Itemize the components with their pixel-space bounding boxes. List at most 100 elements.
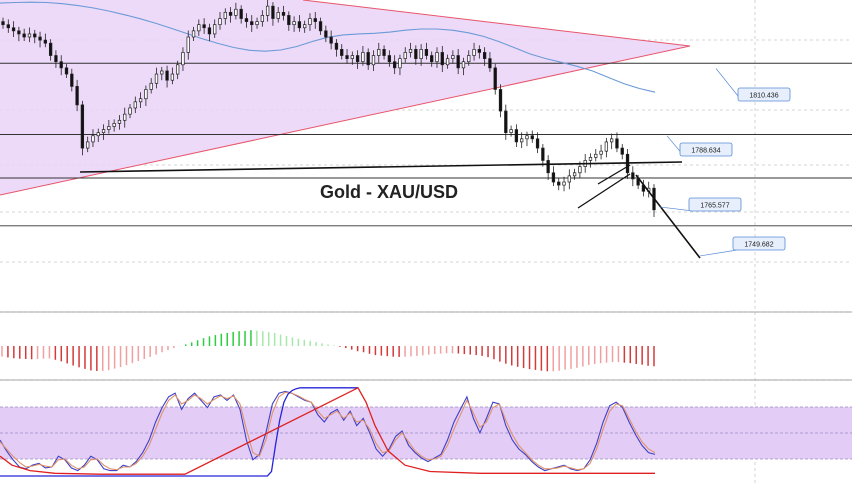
- candle-body: [313, 18, 317, 22]
- candle-body: [27, 33, 32, 38]
- candle-body: [350, 55, 354, 59]
- candle-body: [160, 70, 164, 75]
- candle-body: [6, 24, 10, 29]
- candle-body: [435, 52, 439, 63]
- candle-body: [398, 58, 402, 69]
- candle: [308, 13, 312, 31]
- candle-body: [504, 110, 508, 134]
- candle: [255, 17, 259, 29]
- candle: [588, 153, 593, 168]
- candle: [477, 45, 481, 59]
- candle-body: [551, 172, 556, 183]
- candle: [572, 168, 577, 180]
- candle-body: [281, 11, 286, 16]
- candle-body: [255, 21, 259, 26]
- candle-body: [123, 113, 127, 121]
- candle: [64, 63, 69, 79]
- candle: [292, 16, 296, 32]
- candle: [86, 136, 90, 153]
- candle-body: [239, 8, 243, 19]
- candle-body: [170, 73, 175, 81]
- candle: [112, 119, 116, 132]
- candle: [530, 130, 534, 143]
- candle: [313, 12, 317, 29]
- candle-body: [48, 42, 53, 56]
- candle: [535, 132, 540, 154]
- level-value-text: 1765.577: [700, 203, 729, 210]
- candle-body: [271, 5, 275, 19]
- candle: [223, 8, 227, 25]
- candle-body: [594, 153, 598, 158]
- candle-body: [117, 119, 122, 124]
- candle-body: [482, 52, 487, 59]
- candle: [430, 51, 434, 67]
- candle: [324, 25, 328, 43]
- candle: [75, 79, 79, 112]
- candle: [123, 107, 127, 128]
- candle-body: [445, 58, 450, 66]
- candle-body: [149, 82, 153, 90]
- price-level-label: 1749.682: [699, 236, 786, 257]
- candle: [451, 50, 455, 64]
- candle-body: [86, 141, 90, 149]
- candle: [287, 11, 291, 31]
- candle-body: [541, 147, 545, 161]
- label-box: [679, 142, 733, 157]
- candle-body: [218, 18, 222, 26]
- candle-body: [461, 61, 466, 69]
- candle-body: [355, 55, 360, 63]
- candle: [1, 17, 5, 29]
- candle-body: [340, 49, 344, 56]
- candle: [154, 67, 159, 89]
- candle-body: [43, 39, 47, 44]
- candle: [514, 124, 519, 148]
- level-value-text: 1749.682: [744, 242, 773, 249]
- candle-body: [144, 89, 148, 100]
- candle-body: [562, 181, 566, 186]
- candle-body: [403, 52, 407, 59]
- candle-body: [440, 52, 444, 66]
- candle: [393, 55, 397, 75]
- candle: [265, 0, 270, 22]
- candle: [202, 18, 206, 34]
- candle: [435, 47, 439, 68]
- rising-wedge-upper: [597, 164, 631, 185]
- candle: [133, 96, 137, 114]
- candle-body: [303, 24, 307, 29]
- candle-body: [345, 55, 349, 59]
- candle: [361, 45, 365, 66]
- candle-body: [70, 73, 74, 87]
- candle: [186, 30, 190, 60]
- candle: [599, 144, 603, 160]
- candle: [387, 50, 392, 67]
- triangle-lower-edge: [0, 45, 691, 196]
- candle: [297, 15, 302, 32]
- candle-body: [414, 49, 418, 59]
- candle: [117, 115, 122, 130]
- candle: [419, 44, 423, 66]
- candle-body: [107, 126, 111, 130]
- candle: [176, 60, 180, 80]
- candle-body: [308, 18, 312, 26]
- label-box: [737, 87, 791, 102]
- candle-body: [578, 166, 582, 174]
- candle-body: [64, 67, 69, 75]
- candle-body: [234, 8, 238, 16]
- candle: [91, 129, 95, 148]
- candle: [48, 39, 53, 61]
- candle-body: [287, 15, 291, 26]
- candle: [345, 49, 349, 64]
- candle: [604, 137, 609, 158]
- candle: [228, 7, 233, 23]
- label-pointer: [659, 206, 694, 212]
- level-value-text: 1788.634: [691, 148, 720, 155]
- candle-body: [17, 30, 21, 35]
- candle-body: [223, 11, 227, 19]
- candle: [525, 131, 529, 147]
- label-pointer: [699, 249, 738, 257]
- candle-body: [59, 61, 63, 69]
- candle-body: [382, 49, 386, 56]
- candle-body: [371, 55, 376, 66]
- candle: [276, 7, 280, 23]
